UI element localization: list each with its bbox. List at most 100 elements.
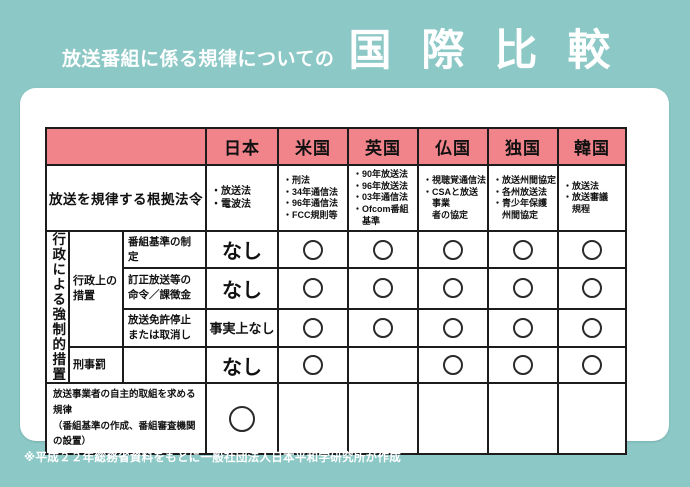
measure-row-program-standards: 行政による強制的措置 行政上の措置 番組基準の制定 なし [45, 230, 627, 385]
circle-mark [582, 278, 602, 299]
circle-mark [303, 278, 323, 299]
criminal-empty-cell [122, 346, 207, 385]
mark-cell-france [417, 382, 489, 456]
laws-cell-uk: ・90年放送法 ・96年放送法 ・03年通信法 ・Ofcom番組基準 [347, 163, 419, 233]
law-item: ・刑法 [283, 174, 311, 185]
law-item: ・96年放送法 [353, 180, 409, 191]
country-header-uk: 英国 [347, 127, 419, 166]
mark-cell-japan [205, 382, 279, 456]
law-item: ・34年通信法 [283, 186, 339, 197]
law-item: ・青少年保護 州間協定 [493, 198, 548, 220]
mark-cell-korea [557, 307, 627, 349]
law-item: ・各州放送法 [493, 186, 548, 197]
laws-cell-usa: ・刑法 ・34年通信法 ・96年通信法 ・FCC規則等 [277, 163, 349, 233]
self-regulation-label-line1: 放送事業者の自主的取組を求める規律 [53, 389, 196, 417]
japan-value-cell: なし [205, 230, 279, 270]
circle-mark [443, 239, 463, 260]
mark-cell-germany [487, 346, 559, 385]
mark-cell-france [417, 307, 489, 349]
mark-cell-germany [487, 382, 559, 456]
circle-mark [582, 355, 602, 376]
footnote: ※平成２２年総務省資料をもとに一般社団法人日本平和学研究所が作成 [24, 452, 402, 464]
circle-mark [443, 278, 463, 299]
header-row: 日本 米国 英国 仏国 独国 韓国 [45, 127, 627, 166]
mark-cell-korea [557, 267, 627, 310]
circle-mark [582, 239, 602, 260]
table-container: 日本 米国 英国 仏国 独国 韓国 放送を規律する根拠法令 ・放送法 ・電波法 ・… [45, 127, 627, 456]
country-header-japan: 日本 [205, 127, 279, 166]
criminal-penalty-row: 刑事罰 なし [46, 346, 627, 385]
section-label: 行政による強制的措置 [50, 232, 66, 383]
laws-row-label: 放送を規律する根拠法令 [45, 163, 207, 233]
circle-mark [373, 278, 393, 299]
mark-cell-germany [487, 307, 559, 349]
self-regulation-label-cell: 放送事業者の自主的取組を求める規律 （番組基準の作成、番組審査機関の設置） [45, 382, 207, 456]
law-item: ・放送州間協定 [493, 174, 557, 185]
group-label-cell: 行政上の措置 [68, 230, 124, 349]
mark-cell-uk [347, 230, 419, 270]
japan-value-cell: なし [205, 346, 279, 385]
laws-row: 放送を規律する根拠法令 ・放送法 ・電波法 ・刑法 ・34年通信法 ・96年通信法 ・F… [45, 163, 627, 233]
mark-cell-germany [487, 267, 559, 310]
measure-label: 放送免許停止 または取消し [122, 307, 207, 349]
mark-cell-korea [557, 230, 627, 270]
circle-mark [373, 317, 393, 338]
country-header-usa: 米国 [277, 127, 349, 166]
circle-mark [373, 239, 393, 260]
mark-cell-usa [277, 267, 349, 310]
law-item: ・放送審議 規程 [563, 192, 609, 215]
circle-mark [582, 317, 602, 338]
corner-cell [45, 127, 207, 166]
mark-cell-uk [347, 346, 419, 385]
title-main: 国際比較 [348, 27, 641, 75]
japan-value-cell: 事実上なし [205, 307, 279, 349]
self-regulation-row: 放送事業者の自主的取組を求める規律 （番組基準の作成、番組審査機関の設置） [45, 382, 627, 456]
circle-mark [443, 317, 463, 338]
self-regulation-label-line2: （番組基準の作成、番組審査機関の設置） [53, 420, 196, 448]
measure-label: 番組基準の制定 [122, 230, 207, 270]
laws-cell-germany: ・放送州間協定 ・各州放送法 ・青少年保護 州間協定 [487, 163, 559, 233]
mark-cell-korea [557, 346, 627, 385]
criminal-label-cell: 刑事罰 [68, 346, 124, 385]
law-item: ・90年放送法 [353, 169, 409, 179]
law-item: ・放送法 [563, 180, 600, 191]
circle-mark [303, 355, 323, 376]
mark-cell-uk [347, 307, 419, 349]
title-prefix: 放送番組に係る規律についての [62, 49, 335, 70]
page-title: 放送番組に係る規律についての 国際比較 [62, 16, 640, 78]
circle-mark [513, 278, 533, 299]
law-item: ・CSAと放送事業 者の協定 [423, 186, 479, 220]
circle-mark [303, 317, 323, 338]
law-item: ・放送法 [211, 186, 251, 198]
mark-cell-uk [347, 267, 419, 310]
mark-cell-usa [277, 307, 349, 349]
laws-cell-japan: ・放送法 ・電波法 [205, 163, 279, 233]
country-header-france: 仏国 [417, 127, 489, 166]
circle-mark [513, 355, 533, 376]
law-item: ・Ofcom番組基準 [353, 204, 409, 226]
mark-cell-usa [277, 382, 349, 456]
laws-cell-korea: ・放送法 ・放送審議 規程 [557, 163, 627, 233]
law-item: ・電波法 [211, 199, 251, 211]
circle-mark [443, 355, 463, 376]
mark-cell-usa [277, 230, 349, 270]
mark-cell-korea [557, 382, 627, 456]
japan-value-cell: なし [205, 267, 279, 310]
measure-row-license-suspension: 放送免許停止 または取消し 事実上なし [46, 307, 627, 349]
mark-cell-germany [487, 230, 559, 270]
content-card: 日本 米国 英国 仏国 独国 韓国 放送を規律する根拠法令 ・放送法 ・電波法 ・… [20, 88, 669, 456]
law-item: ・03年通信法 [353, 192, 409, 203]
section-label-cell: 行政による強制的措置 [45, 230, 70, 385]
mark-cell-uk [347, 382, 419, 456]
law-item: ・96年通信法 [283, 198, 339, 209]
law-item: ・FCC規則等 [283, 209, 338, 220]
mark-cell-france [417, 267, 489, 310]
mark-cell-france [417, 346, 489, 385]
circle-mark [229, 405, 255, 432]
measure-label: 訂正放送等の 命令／課徴金 [122, 267, 207, 310]
circle-mark [303, 239, 323, 260]
measure-row-correction-order: 訂正放送等の 命令／課徴金 なし [46, 267, 627, 310]
circle-mark [513, 239, 533, 260]
country-header-korea: 韓国 [557, 127, 627, 166]
